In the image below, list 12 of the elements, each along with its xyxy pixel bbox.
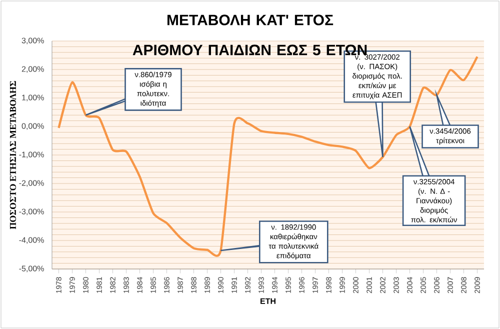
- y-tick-label: 0,00%: [22, 123, 44, 130]
- chart-title: ΜΕΤΑΒΟΛΗ ΚΑΤ' ΕΤΟΣ ΑΡΙΘΜΟΥ ΠΑΙΔΙΩΝ ΕΩΣ 5 ΕΤΩΝ: [132, 14, 367, 56]
- y-tick-label: 1,00%: [22, 94, 44, 102]
- y-tick-label: -1,00%: [19, 152, 44, 158]
- y-tick-label: -5,00%: [19, 266, 44, 272]
- y-tick-label: 3,00%: [22, 38, 44, 44]
- y-tick-label: -2,00%: [19, 180, 44, 187]
- y-tick-label: -4,00%: [19, 237, 44, 244]
- y-axis-title: ΠΟΣΟΣΤΟ ΕΤΗΣΙΑΣ ΜΕΤΑΒΟΛΗΣ: [10, 81, 16, 230]
- x-axis-title: ΕΤΗ: [260, 298, 276, 304]
- y-tick-label: -3,00%: [19, 208, 44, 216]
- y-tick-label: 2,00%: [22, 66, 44, 73]
